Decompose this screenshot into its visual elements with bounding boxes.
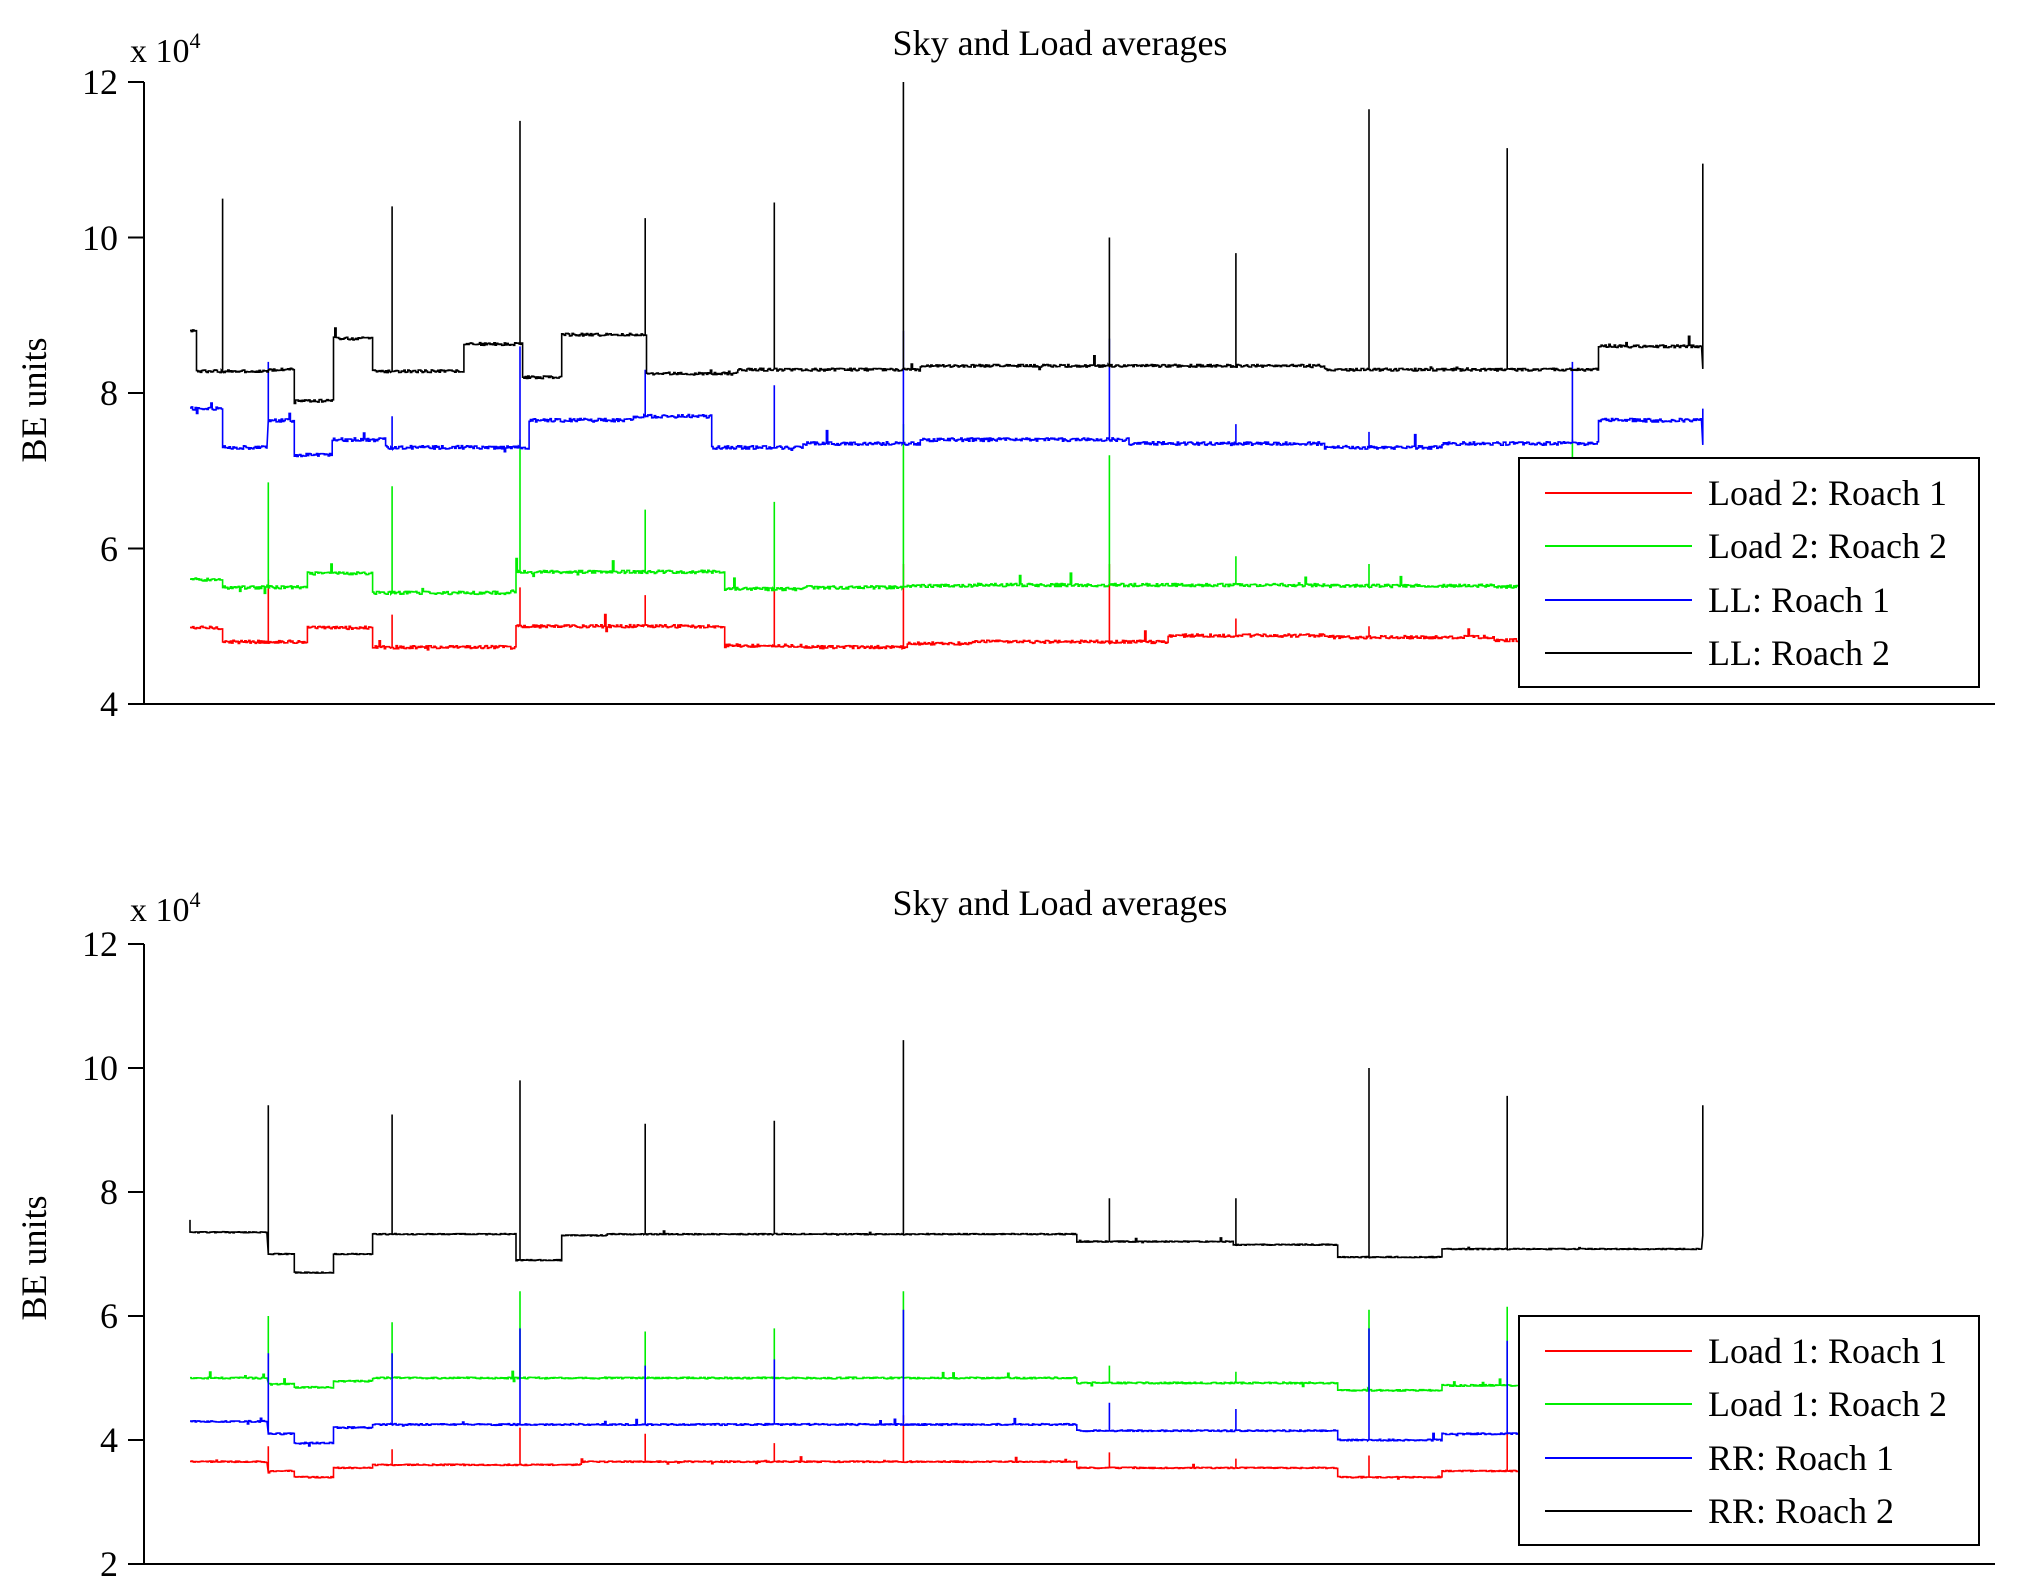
chart-panel-top: Sky and Load averages BE units x 104 4 6… <box>14 23 1995 724</box>
legend-label-bottom-1: Load 1: Roach 2 <box>1708 1384 1947 1424</box>
legend-label-bottom-0: Load 1: Roach 1 <box>1708 1331 1947 1371</box>
series-line-bottom-3 <box>189 1040 1704 1274</box>
legend-label-top-3: LL: Roach 2 <box>1708 633 1890 673</box>
y-tick-label-bottom-2: 2 <box>100 1544 118 1584</box>
chart-title-top: Sky and Load averages <box>893 23 1228 63</box>
legend-box-bottom <box>1518 1315 1980 1546</box>
y-tick-label-top-4: 4 <box>100 684 118 724</box>
legend-label-top-1: Load 2: Roach 2 <box>1708 526 1947 566</box>
legend-label-bottom-2: RR: Roach 1 <box>1708 1438 1894 1478</box>
series-line-top-1 <box>190 424 1704 597</box>
legend-label-top-2: LL: Roach 1 <box>1708 580 1890 620</box>
y-tick-label-top-8: 8 <box>100 373 118 413</box>
series-line-top-2 <box>190 330 1704 458</box>
y-tick-label-bottom-6: 6 <box>100 1296 118 1336</box>
series-line-top-0 <box>190 564 1704 651</box>
series-line-bottom-0 <box>190 1415 1704 1480</box>
y-tick-label-bottom-10: 10 <box>82 1048 118 1088</box>
y-multiplier-top: x 104 <box>130 28 201 70</box>
y-multiplier-bottom: x 104 <box>130 887 201 929</box>
y-tick-label-bottom-8: 8 <box>100 1172 118 1212</box>
chart-title-bottom: Sky and Load averages <box>893 883 1228 923</box>
series-line-top-3 <box>190 82 1704 405</box>
series-line-bottom-2 <box>190 1309 1704 1447</box>
chart-panel-bottom: Sky and Load averages BE units x 104 2 4… <box>14 883 1995 1584</box>
plot-area-bottom <box>189 1040 1704 1480</box>
legend-top: Load 2: Roach 1 Load 2: Roach 2 LL: Roac… <box>1518 457 1980 688</box>
y-tick-label-bottom-12: 12 <box>82 924 118 964</box>
y-multiplier-base-bottom: x 10 <box>130 892 190 929</box>
legend-label-top-0: Load 2: Roach 1 <box>1708 473 1947 513</box>
y-tick-label-bottom-4: 4 <box>100 1420 118 1460</box>
y-ticks-top: 4 6 8 10 12 <box>82 62 144 724</box>
plot-area-top <box>190 82 1704 651</box>
y-multiplier-exp-top: 4 <box>190 28 201 53</box>
y-multiplier-base-top: x 10 <box>130 33 190 70</box>
y-ticks-bottom: 2 4 6 8 10 12 <box>82 924 144 1584</box>
y-tick-label-top-10: 10 <box>82 218 118 258</box>
y-axis-label-bottom: BE units <box>14 1195 54 1320</box>
y-multiplier-exp-bottom: 4 <box>190 887 201 912</box>
y-tick-label-top-12: 12 <box>82 62 118 102</box>
y-axis-label-top: BE units <box>14 337 54 462</box>
series-line-bottom-1 <box>190 1291 1704 1392</box>
legend-label-bottom-3: RR: Roach 2 <box>1708 1491 1894 1531</box>
legend-bottom: Load 1: Roach 1 Load 1: Roach 2 RR: Roac… <box>1518 1315 1980 1546</box>
legend-box-top <box>1518 457 1980 688</box>
y-tick-label-top-6: 6 <box>100 529 118 569</box>
